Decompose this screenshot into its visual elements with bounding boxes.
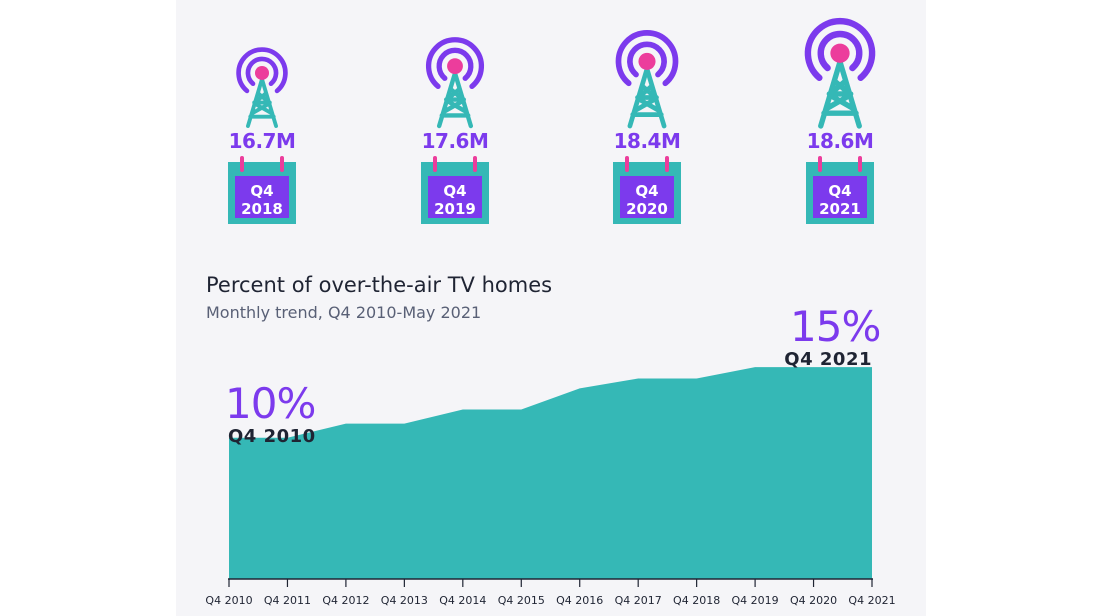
calendar-icon bbox=[613, 156, 681, 224]
calendar-quarter: Q4 bbox=[443, 182, 467, 200]
calendar-label-2021: Q4 2021 bbox=[780, 182, 900, 218]
x-tick-label: Q4 2019 bbox=[732, 594, 779, 607]
calendar-icon bbox=[806, 156, 874, 224]
x-tick-label: Q4 2014 bbox=[439, 594, 486, 607]
tower-card-2018: 16.7M Q4 2018 bbox=[202, 0, 322, 240]
calendar-label-2020: Q4 2020 bbox=[587, 182, 707, 218]
calendar-year: 2019 bbox=[434, 200, 476, 218]
broadcast-tower-icon bbox=[236, 47, 288, 128]
calendar-quarter: Q4 bbox=[828, 182, 852, 200]
tower-card-2021: 18.6M Q4 2021 bbox=[780, 0, 900, 240]
end-label-annotation: Q4 2021 bbox=[784, 349, 872, 370]
x-tick-label: Q4 2010 bbox=[205, 594, 252, 607]
x-tick-label: Q4 2013 bbox=[381, 594, 428, 607]
x-tick-label: Q4 2016 bbox=[556, 594, 603, 607]
end-value-annotation: 15% bbox=[790, 302, 881, 351]
tower-row: 16.7M Q4 2018 17.6M Q4 2019 18.4M Q4 2020 18.6M Q4… bbox=[0, 0, 1094, 240]
broadcast-tower-icon bbox=[615, 30, 679, 129]
x-tick-label: Q4 2015 bbox=[498, 594, 545, 607]
calendar-label-2019: Q4 2019 bbox=[395, 182, 515, 218]
calendar-icon bbox=[228, 156, 296, 224]
x-tick-label: Q4 2011 bbox=[264, 594, 311, 607]
calendar-quarter: Q4 bbox=[635, 182, 659, 200]
start-value-annotation: 10% bbox=[225, 379, 316, 428]
tower-count-2019: 17.6M bbox=[421, 129, 489, 153]
area-series bbox=[229, 367, 872, 579]
x-tick-label: Q4 2021 bbox=[848, 594, 895, 607]
chart-title: Percent of over-the-air TV homes bbox=[206, 273, 553, 297]
chart-subtitle: Monthly trend, Q4 2010-May 2021 bbox=[206, 303, 482, 322]
tower-card-2020: 18.4M Q4 2020 bbox=[587, 0, 707, 240]
calendar-label-2018: Q4 2018 bbox=[202, 182, 322, 218]
start-label-annotation: Q4 2010 bbox=[228, 426, 316, 447]
broadcast-tower-icon bbox=[426, 37, 484, 129]
calendar-icon bbox=[421, 156, 489, 224]
calendar-year: 2020 bbox=[626, 200, 668, 218]
x-tick-label: Q4 2020 bbox=[790, 594, 837, 607]
x-tick-label: Q4 2012 bbox=[322, 594, 369, 607]
calendar-year: 2018 bbox=[241, 200, 283, 218]
tower-card-2019: 17.6M Q4 2019 bbox=[395, 0, 515, 240]
broadcast-tower-icon bbox=[804, 17, 876, 129]
tower-count-2020: 18.4M bbox=[613, 129, 681, 153]
calendar-year: 2021 bbox=[819, 200, 861, 218]
calendar-quarter: Q4 bbox=[250, 182, 274, 200]
x-tick-label: Q4 2017 bbox=[615, 594, 662, 607]
x-tick-label: Q4 2018 bbox=[673, 594, 720, 607]
tower-count-2018: 16.7M bbox=[228, 129, 296, 153]
tower-count-2021: 18.6M bbox=[806, 129, 874, 153]
